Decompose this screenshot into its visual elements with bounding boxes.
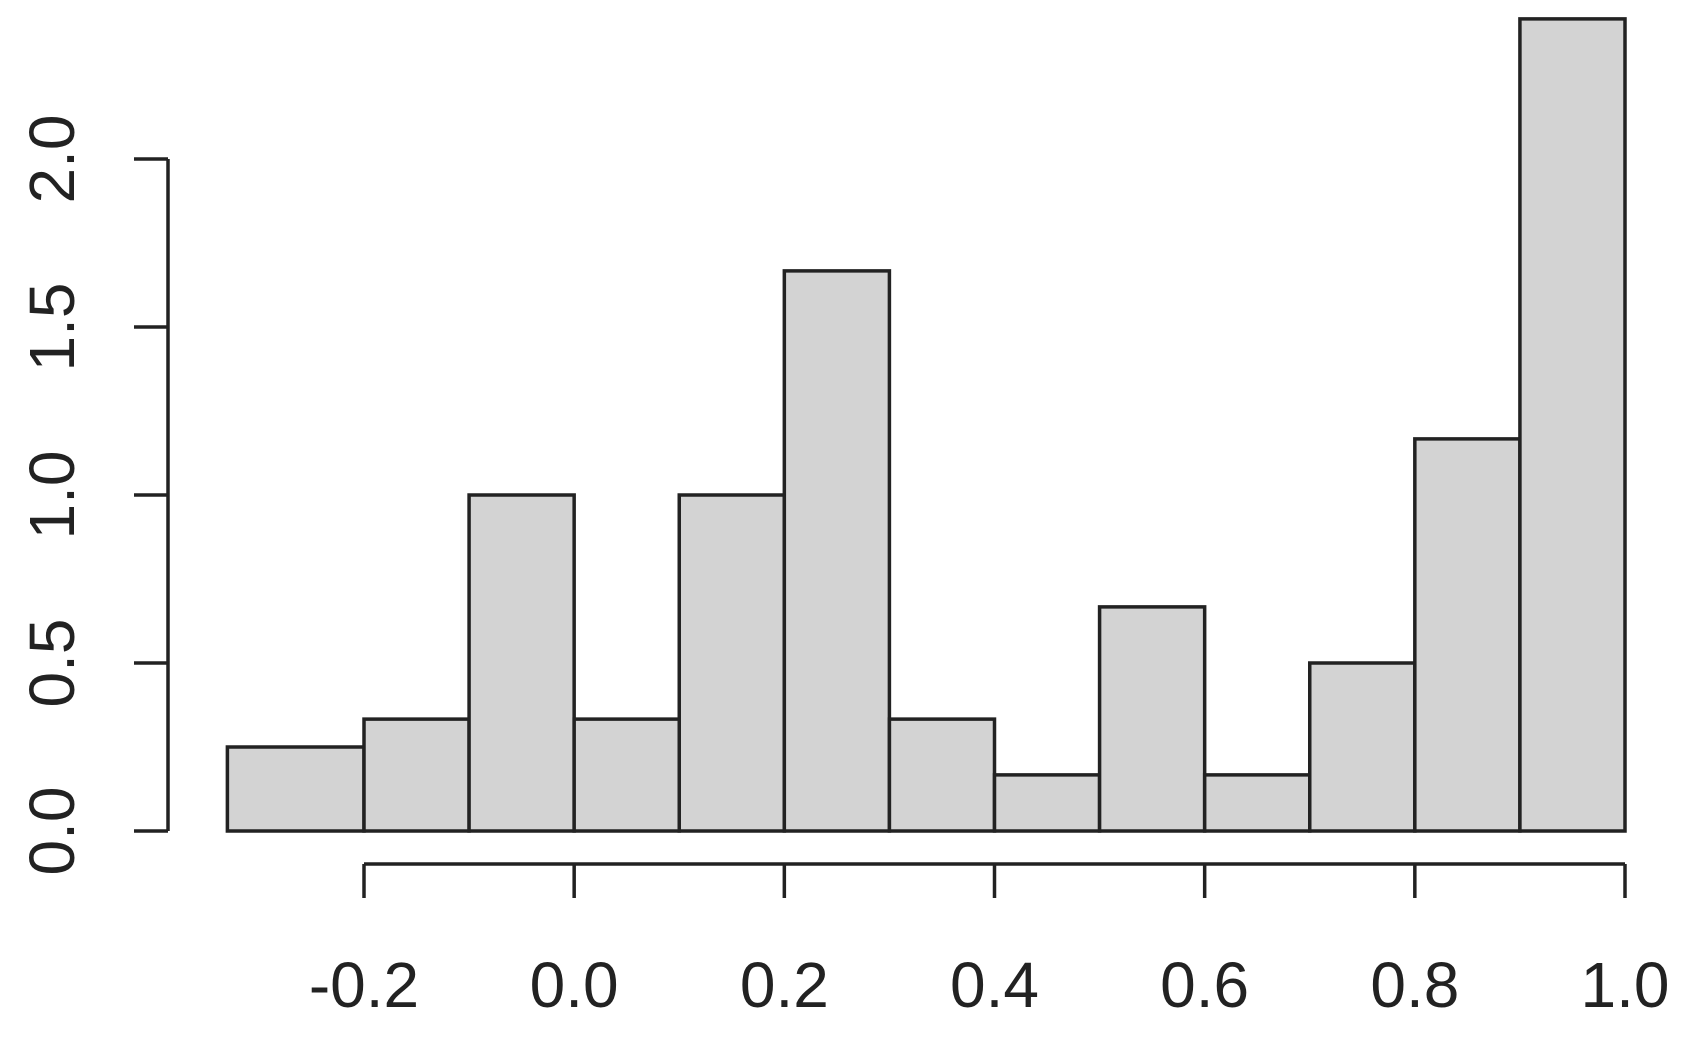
histogram-bar	[1518, 17, 1627, 833]
x-axis-tick-label: 0.0	[530, 949, 619, 1021]
y-axis: 0.0 0.5 1.0 1.5 2.0	[16, 115, 170, 876]
histogram-bars	[225, 17, 1627, 833]
y-axis-tick-label: 1.0	[16, 451, 88, 540]
x-axis: -0.2 0.0 0.2 0.4 0.6 0.8 1.0	[309, 862, 1670, 1021]
x-axis-tick-label: 1.0	[1581, 949, 1670, 1021]
histogram-bar	[572, 717, 681, 833]
histogram-bar	[467, 493, 576, 833]
x-axis-tick-label: 0.8	[1370, 949, 1459, 1021]
histogram-bar	[677, 493, 787, 833]
x-axis-tick-label: 0.6	[1160, 949, 1249, 1021]
x-axis-tick-label: -0.2	[309, 949, 419, 1021]
histogram-bar	[992, 773, 1102, 833]
x-axis-tick-label: 0.2	[740, 949, 829, 1021]
histogram-bar	[782, 269, 892, 833]
histogram-bar	[1202, 773, 1312, 833]
histogram-bar	[887, 717, 997, 833]
y-axis-tick-label: 1.5	[16, 283, 88, 372]
histogram-bar	[1097, 605, 1207, 833]
histogram-bar	[225, 745, 366, 833]
histogram-bar	[1413, 437, 1522, 833]
histogram-bar	[1308, 661, 1417, 833]
x-axis-tick-label: 0.4	[950, 949, 1039, 1021]
y-axis-tick-label: 0.5	[16, 619, 88, 708]
y-axis-tick-label: 2.0	[16, 115, 88, 204]
y-axis-tick-label: 0.0	[16, 787, 88, 876]
histogram-bar	[362, 717, 471, 833]
